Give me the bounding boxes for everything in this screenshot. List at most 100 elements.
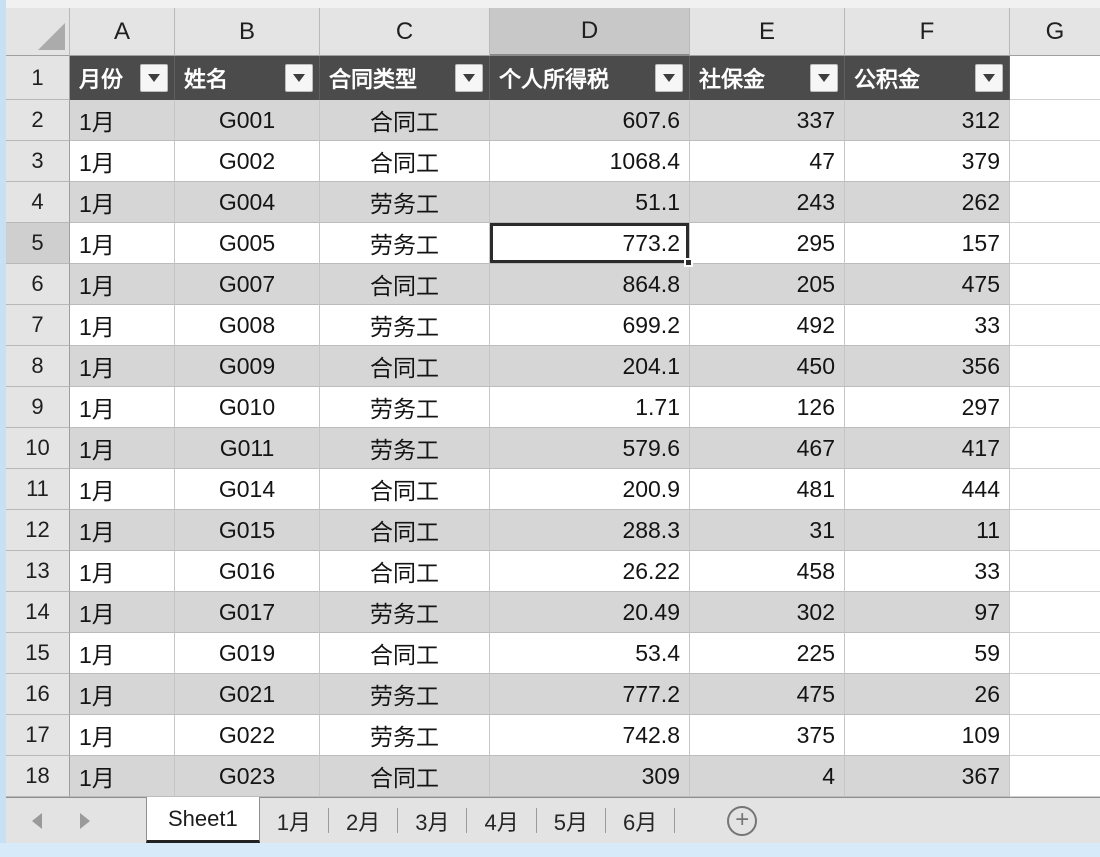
cell-empty[interactable]: [1010, 182, 1100, 223]
cell-contract-type[interactable]: 劳务工: [320, 715, 490, 756]
cell-income-tax[interactable]: 864.8: [490, 264, 690, 305]
sheet-tab[interactable]: 2月: [345, 809, 381, 835]
cell-income-tax[interactable]: 699.2: [490, 305, 690, 346]
cell-empty[interactable]: [1010, 305, 1100, 346]
sheet-tab[interactable]: 4月: [484, 809, 519, 835]
row-number[interactable]: 9: [6, 387, 70, 428]
filter-dropdown-icon[interactable]: [140, 64, 168, 92]
cell-month[interactable]: 1月: [70, 264, 175, 305]
cell-empty[interactable]: [1010, 223, 1100, 264]
cell-empty[interactable]: [1010, 346, 1100, 387]
cell-month[interactable]: 1月: [70, 592, 175, 633]
cell-contract-type[interactable]: 劳务工: [320, 428, 490, 469]
cell-contract-type[interactable]: 劳务工: [320, 592, 490, 633]
cell-income-tax[interactable]: 288.3: [490, 510, 690, 551]
cell-provident-fund[interactable]: 312: [845, 100, 1010, 141]
cell-provident-fund[interactable]: 297: [845, 387, 1010, 428]
row-number[interactable]: 17: [6, 715, 70, 756]
cell-month[interactable]: 1月: [70, 305, 175, 346]
cell-name[interactable]: G005: [175, 223, 320, 264]
cell-provident-fund[interactable]: 33: [845, 551, 1010, 592]
cell-social-security[interactable]: 302: [690, 592, 845, 633]
filter-dropdown-icon[interactable]: [285, 64, 313, 92]
cell-income-tax[interactable]: 204.1: [490, 346, 690, 387]
row-number[interactable]: 5: [6, 223, 70, 264]
cell-income-tax[interactable]: 777.2: [490, 674, 690, 715]
cell-name[interactable]: G021: [175, 674, 320, 715]
cell-empty[interactable]: [1010, 428, 1100, 469]
cell-empty[interactable]: [1010, 387, 1100, 428]
row-number[interactable]: 16: [6, 674, 70, 715]
select-all-corner[interactable]: [6, 8, 70, 56]
cell-income-tax[interactable]: 26.22: [490, 551, 690, 592]
row-number[interactable]: 12: [6, 510, 70, 551]
column-header-a[interactable]: A: [70, 8, 175, 56]
cell-income-tax[interactable]: 53.4: [490, 633, 690, 674]
cell-name[interactable]: G009: [175, 346, 320, 387]
row-number[interactable]: 2: [6, 100, 70, 141]
row-number[interactable]: 15: [6, 633, 70, 674]
cell-provident-fund[interactable]: 444: [845, 469, 1010, 510]
filter-dropdown-icon[interactable]: [810, 64, 838, 92]
row-number[interactable]: 8: [6, 346, 70, 387]
row-number[interactable]: 13: [6, 551, 70, 592]
cell-name[interactable]: G014: [175, 469, 320, 510]
cell-contract-type[interactable]: 劳务工: [320, 182, 490, 223]
active-cell[interactable]: 773.2: [490, 223, 693, 267]
cell-contract-type[interactable]: 合同工: [320, 141, 490, 182]
cell-provident-fund[interactable]: 157: [845, 223, 1010, 264]
cell-month[interactable]: 1月: [70, 633, 175, 674]
column-header-g[interactable]: G: [1010, 8, 1100, 56]
cell-month[interactable]: 1月: [70, 674, 175, 715]
cell-name[interactable]: G023: [175, 756, 320, 797]
cell-provident-fund[interactable]: 417: [845, 428, 1010, 469]
cell-income-tax[interactable]: 742.8: [490, 715, 690, 756]
cell-social-security[interactable]: 243: [690, 182, 845, 223]
filter-dropdown-icon[interactable]: [455, 64, 483, 92]
cell-social-security[interactable]: 126: [690, 387, 845, 428]
tab-scroll-left-icon[interactable]: [32, 812, 42, 829]
row-number[interactable]: 18: [6, 756, 70, 797]
cell-social-security[interactable]: 492: [690, 305, 845, 346]
sheet-tab[interactable]: 6月: [622, 809, 658, 835]
cell-month[interactable]: 1月: [70, 100, 175, 141]
cell-income-tax[interactable]: 200.9: [490, 469, 690, 510]
cell-provident-fund[interactable]: 262: [845, 182, 1010, 223]
cell-contract-type[interactable]: 劳务工: [320, 223, 490, 264]
cell-social-security[interactable]: 205: [690, 264, 845, 305]
cell-contract-type[interactable]: 合同工: [320, 100, 490, 141]
cell-empty[interactable]: [1010, 592, 1100, 633]
cell-empty[interactable]: [1010, 264, 1100, 305]
cell-month[interactable]: 1月: [70, 141, 175, 182]
cell-social-security[interactable]: 450: [690, 346, 845, 387]
cell-social-security[interactable]: 475: [690, 674, 845, 715]
cell-name[interactable]: G011: [175, 428, 320, 469]
tab-scroll-right-icon[interactable]: [80, 812, 90, 829]
sheet-tab[interactable]: 5月: [553, 809, 588, 835]
cell-social-security[interactable]: 458: [690, 551, 845, 592]
column-header-c[interactable]: C: [320, 8, 490, 56]
cell-provident-fund[interactable]: 356: [845, 346, 1010, 387]
cell-contract-type[interactable]: 合同工: [320, 469, 490, 510]
column-header-d[interactable]: D: [490, 8, 690, 56]
cell-social-security[interactable]: 225: [690, 633, 845, 674]
cell-name[interactable]: G007: [175, 264, 320, 305]
cell-empty[interactable]: [1010, 100, 1100, 141]
cell-month[interactable]: 1月: [70, 756, 175, 797]
cell-income-tax[interactable]: 1068.4: [490, 141, 690, 182]
cell-contract-type[interactable]: 合同工: [320, 756, 490, 797]
row-header-1[interactable]: 1: [6, 56, 70, 100]
cell-empty[interactable]: [1010, 551, 1100, 592]
row-number[interactable]: 10: [6, 428, 70, 469]
row-number[interactable]: 11: [6, 469, 70, 510]
cell-empty[interactable]: [1010, 633, 1100, 674]
sheet-tab[interactable]: 3月: [415, 809, 450, 835]
cell-income-tax[interactable]: 309: [490, 756, 690, 797]
cell-name[interactable]: G002: [175, 141, 320, 182]
filter-dropdown-icon[interactable]: [975, 64, 1003, 92]
cell-name[interactable]: G015: [175, 510, 320, 551]
cell-name[interactable]: G016: [175, 551, 320, 592]
column-header-e[interactable]: E: [690, 8, 845, 56]
cell-name[interactable]: G008: [175, 305, 320, 346]
cell-name[interactable]: G019: [175, 633, 320, 674]
